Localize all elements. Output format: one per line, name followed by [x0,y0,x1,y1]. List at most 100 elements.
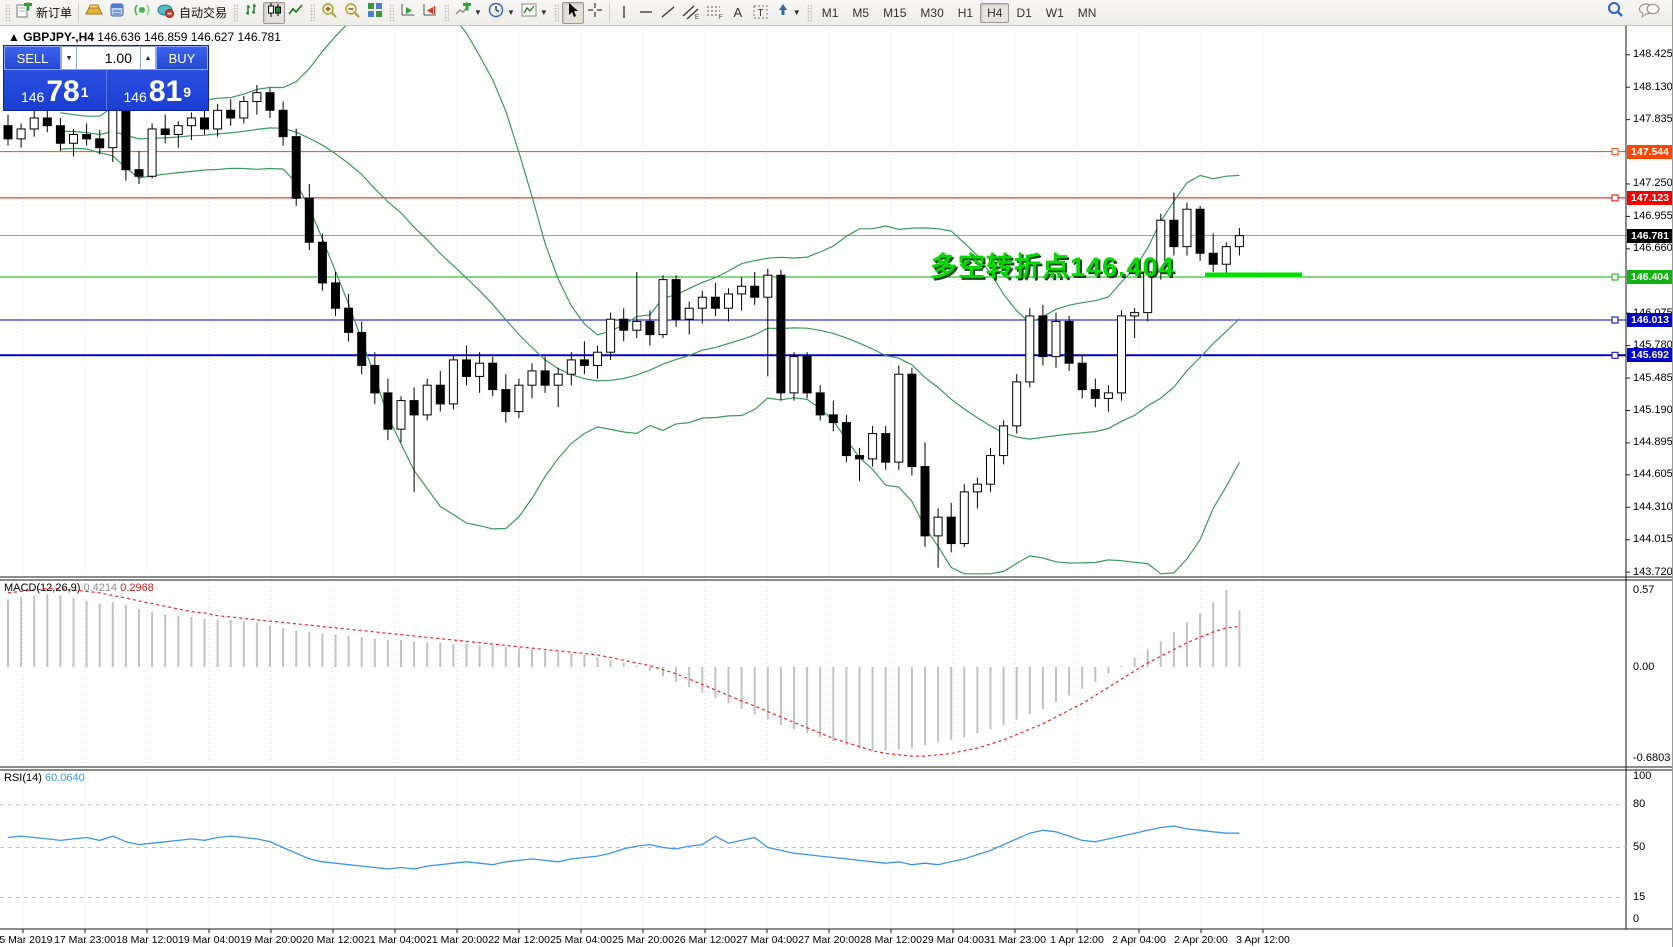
search-button[interactable] [1603,2,1627,24]
timeframe-button-m1[interactable]: M1 [821,5,839,20]
timeframe-button-d1[interactable]: D1 [1016,5,1032,20]
panel-collapse-arrow[interactable]: ▲ [8,30,20,44]
chart-annotation-text[interactable]: 多空转折点146.404 [930,251,1175,282]
volume-input[interactable]: 1.00 [77,46,140,70]
candle [1025,315,1035,383]
arrows-caret: ▼ [792,8,801,17]
trendline-button[interactable] [657,2,679,24]
candle [986,455,995,485]
timeframe-button-w1[interactable]: W1 [1045,5,1064,20]
toolbar-drag-handle[interactable] [5,3,10,22]
candle [448,359,458,405]
candle [42,117,52,127]
bollinger-middle-band [60,127,1240,440]
fibonacci-icon: F [706,4,724,22]
candle [907,373,917,468]
ohlc-low: 146.627 [190,30,235,44]
chart-canvas[interactable] [0,26,1673,947]
buy-button[interactable]: BUY [156,46,208,70]
text-label-icon: T [752,4,770,22]
vertical-line-button[interactable] [613,2,635,24]
text-label-button[interactable]: T [749,2,773,24]
autotrading-button[interactable]: 自动交易 [154,2,230,24]
sell-price-prefix: 146 [20,88,45,105]
candle [69,133,78,144]
equidistant-channel-icon: E [682,4,700,22]
candle [553,373,563,386]
line-chart-button[interactable] [285,2,307,24]
zoom-out-button[interactable] [341,2,364,24]
candle [147,128,157,177]
time-axis-label: 3 Apr 12:00 [1236,934,1290,946]
candle [186,117,196,127]
sell-price-display[interactable]: 146 78 1 [4,70,106,110]
chart-shift-button[interactable] [419,2,441,24]
templates-icon [521,2,537,23]
time-axis-label: 22 Mar 12:00 [488,934,550,946]
auto-scroll-button[interactable] [397,2,419,24]
periods-clock-icon [488,2,504,23]
time-axis-label: 2 Apr 20:00 [1174,934,1228,946]
time-axis-label: 19 Mar 20:00 [240,934,302,946]
data-window-button[interactable] [106,2,130,24]
candle [684,307,694,320]
candlestick-chart-button[interactable] [263,1,286,24]
buy-price-big: 81 [148,75,183,108]
candle [200,117,209,130]
candle [1130,312,1140,317]
tile-windows-button[interactable] [364,2,386,24]
zoom-in-button[interactable] [318,2,341,24]
candle [1064,320,1074,364]
timeframe-button-h4[interactable]: H4 [980,2,1010,23]
candle [750,285,760,298]
volume-increase-button[interactable]: ▲ [140,46,156,70]
zoom-in-icon [321,2,338,24]
market-watch-button[interactable] [82,2,106,24]
volume-decrease-button[interactable]: ▼ [61,46,77,70]
new-order-label: 新订单 [36,6,73,20]
equidistant-channel-button[interactable]: E [679,2,703,24]
timeframe-button-m5[interactable]: M5 [852,5,870,20]
tile-windows-icon [367,2,383,23]
price-tick-label: 148.425 [1633,48,1673,61]
candle [671,279,681,320]
arrows-button[interactable]: ▼ [773,2,804,24]
chat-button[interactable] [1635,2,1663,24]
ohlc-high: 146.859 [144,30,188,44]
timeframe-button-h1[interactable]: H1 [957,5,974,20]
horizontal-line-button[interactable] [635,2,657,24]
candle [1234,235,1244,248]
candle [881,433,891,463]
candle [868,433,878,460]
candle [462,359,471,377]
bar-chart-button[interactable] [241,2,263,24]
toolbar: 新订单 自动交易 [0,0,1672,26]
buy-price-display[interactable]: 146 81 9 [105,70,208,110]
cursor-button[interactable] [561,1,584,24]
crosshair-button[interactable] [584,2,606,24]
candle [331,282,340,309]
rsi-axis-label: 0 [1633,912,1640,925]
periods-button[interactable]: ▼ [485,2,518,24]
candle [737,285,747,295]
timeframe-button-m15[interactable]: M15 [883,5,907,20]
indicators-button[interactable]: ▼ [452,2,485,24]
data-window-icon [109,2,127,23]
macd-axis-label: -0.6803 [1633,752,1671,765]
new-order-button[interactable]: 新订单 [13,2,75,24]
price-line-label-146.781: 146.781 [1627,228,1672,243]
timeframe-button-mn[interactable]: MN [1077,5,1097,20]
fibonacci-button[interactable]: F [703,2,727,24]
sell-button[interactable]: SELL [4,46,61,70]
indicators-icon [455,2,472,23]
timeframe-button-m30[interactable]: M30 [920,5,944,20]
templates-button[interactable]: ▼ [518,2,551,24]
candle [1038,315,1048,358]
candle [1117,315,1126,394]
time-axis-label: 2 Apr 04:00 [1112,934,1166,946]
candle [593,351,602,366]
symbol-timeframe: GBPJPY-,H4 [23,30,94,44]
text-button[interactable]: A [727,2,749,24]
signals-button[interactable] [130,2,154,24]
